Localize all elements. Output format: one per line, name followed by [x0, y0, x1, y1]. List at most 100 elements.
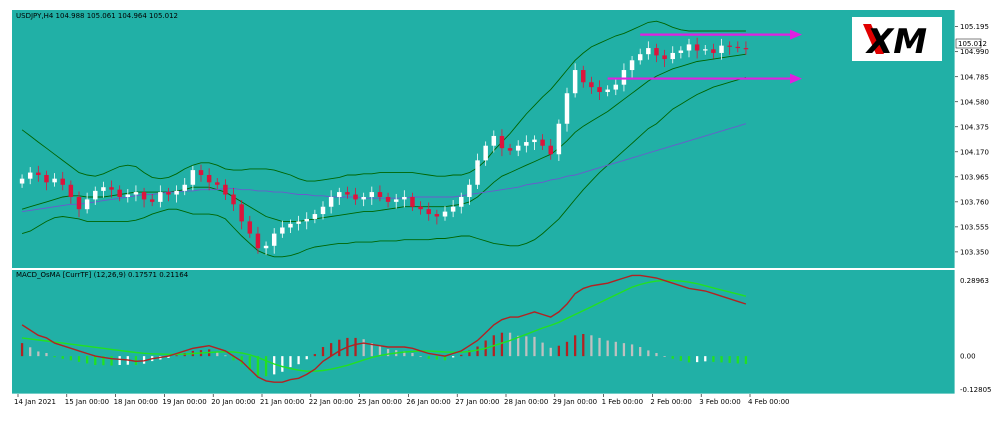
candle-body	[678, 50, 684, 53]
candle-body	[125, 194, 131, 197]
time-tick-label: 18 Jan 00:00	[114, 398, 158, 406]
candle-body	[215, 182, 220, 185]
histogram-bar	[622, 343, 626, 357]
histogram-bar	[77, 356, 81, 362]
candle-body	[19, 178, 25, 184]
bearish-candle	[215, 178, 220, 190]
bearish-candle	[255, 226, 261, 254]
histogram-bar	[240, 356, 243, 365]
candle-body	[418, 206, 423, 210]
candle-body	[613, 84, 619, 90]
arrow-head	[790, 73, 802, 84]
bullish-candle	[564, 87, 570, 132]
bullish-candle	[637, 48, 643, 65]
bearish-candle	[385, 192, 391, 208]
bullish-candle	[719, 38, 724, 60]
bullish-candle	[572, 63, 578, 98]
histogram-bar	[476, 346, 479, 357]
histogram-bar	[435, 356, 439, 360]
histogram-bar	[736, 356, 739, 364]
bearish-candle	[141, 187, 147, 208]
candle-body	[361, 196, 366, 200]
macd-tick-label: -0.12805	[960, 386, 991, 394]
histogram-bar	[264, 356, 268, 377]
candle-body	[304, 218, 309, 222]
bullish-candle	[19, 174, 25, 188]
candle-body	[263, 245, 269, 249]
bearish-candle	[735, 41, 741, 53]
time-tick-label: 27 Jan 00:00	[455, 398, 499, 406]
bullish-candle	[361, 192, 366, 207]
price-tick-label: 104.580	[960, 98, 989, 106]
histogram-bar	[362, 339, 365, 357]
histogram-bar	[541, 342, 544, 357]
histogram-bar	[606, 340, 609, 357]
bearish-candle	[426, 202, 431, 221]
candle-body	[564, 93, 570, 124]
bearish-candle	[727, 41, 732, 55]
histogram-bar	[460, 354, 463, 357]
histogram-bar	[167, 356, 170, 358]
time-tick-label: 25 Jan 00:00	[358, 398, 402, 406]
candle-body	[459, 196, 464, 207]
candle-body	[109, 187, 114, 190]
candle-body	[288, 223, 293, 228]
histogram-bar	[134, 356, 138, 365]
candle-body	[36, 172, 41, 176]
candle-body	[467, 184, 472, 197]
macd-plot	[20, 274, 748, 383]
candle-body	[27, 172, 33, 179]
bearish-candle	[68, 180, 74, 204]
histogram-bar	[354, 337, 357, 357]
price-tick-label: 103.965	[960, 173, 989, 181]
bullish-candle	[442, 206, 448, 221]
bearish-candle	[60, 171, 65, 191]
bullish-candle	[125, 189, 131, 203]
bearish-candle	[711, 43, 716, 59]
candle-body	[117, 189, 122, 197]
bearish-candle	[589, 76, 594, 94]
candle-body	[328, 196, 334, 207]
candle-body	[532, 139, 537, 143]
candle-body	[434, 214, 440, 217]
candle-body	[182, 184, 187, 191]
candle-body	[629, 60, 635, 71]
candle-body	[296, 221, 301, 224]
candle-body	[572, 70, 578, 94]
histogram-bar	[419, 356, 422, 357]
macd-tick-label: 0.28963	[960, 277, 989, 285]
histogram-bar	[590, 335, 593, 357]
histogram-bar	[110, 356, 113, 366]
histogram-bar	[508, 332, 512, 357]
histogram-bar	[256, 356, 260, 376]
bullish-candle	[93, 186, 98, 205]
candle-body	[491, 135, 497, 146]
bullish-candle	[337, 187, 342, 205]
support-arrow	[607, 73, 802, 84]
histogram-bar	[468, 350, 471, 357]
bearish-candle	[507, 143, 513, 155]
macd-panel-header: MACD_OsMA [CurrTF] (12,26,9) 0.17571 0.2…	[16, 271, 189, 279]
logo-accent-stroke	[863, 24, 884, 54]
bullish-candle	[670, 46, 675, 64]
bullish-candle	[475, 153, 480, 190]
histogram-bar	[329, 343, 333, 357]
candle-body	[385, 196, 391, 202]
bullish-candle	[312, 209, 318, 224]
bearish-candle	[44, 170, 49, 191]
bullish-candle	[459, 192, 464, 214]
price-tick-label: 104.785	[960, 73, 989, 81]
candle-body	[345, 192, 350, 195]
candle-body	[662, 55, 667, 60]
macd-line	[21, 274, 747, 383]
candle-body	[637, 54, 643, 61]
bullish-candle	[629, 56, 635, 78]
histogram-bar	[525, 336, 528, 357]
price-tick-label: 103.350	[960, 248, 989, 256]
histogram-bar	[598, 337, 601, 357]
candle-body	[337, 192, 342, 197]
candle-body	[239, 204, 244, 222]
candle-body	[727, 45, 732, 47]
bullish-candle	[621, 63, 627, 92]
